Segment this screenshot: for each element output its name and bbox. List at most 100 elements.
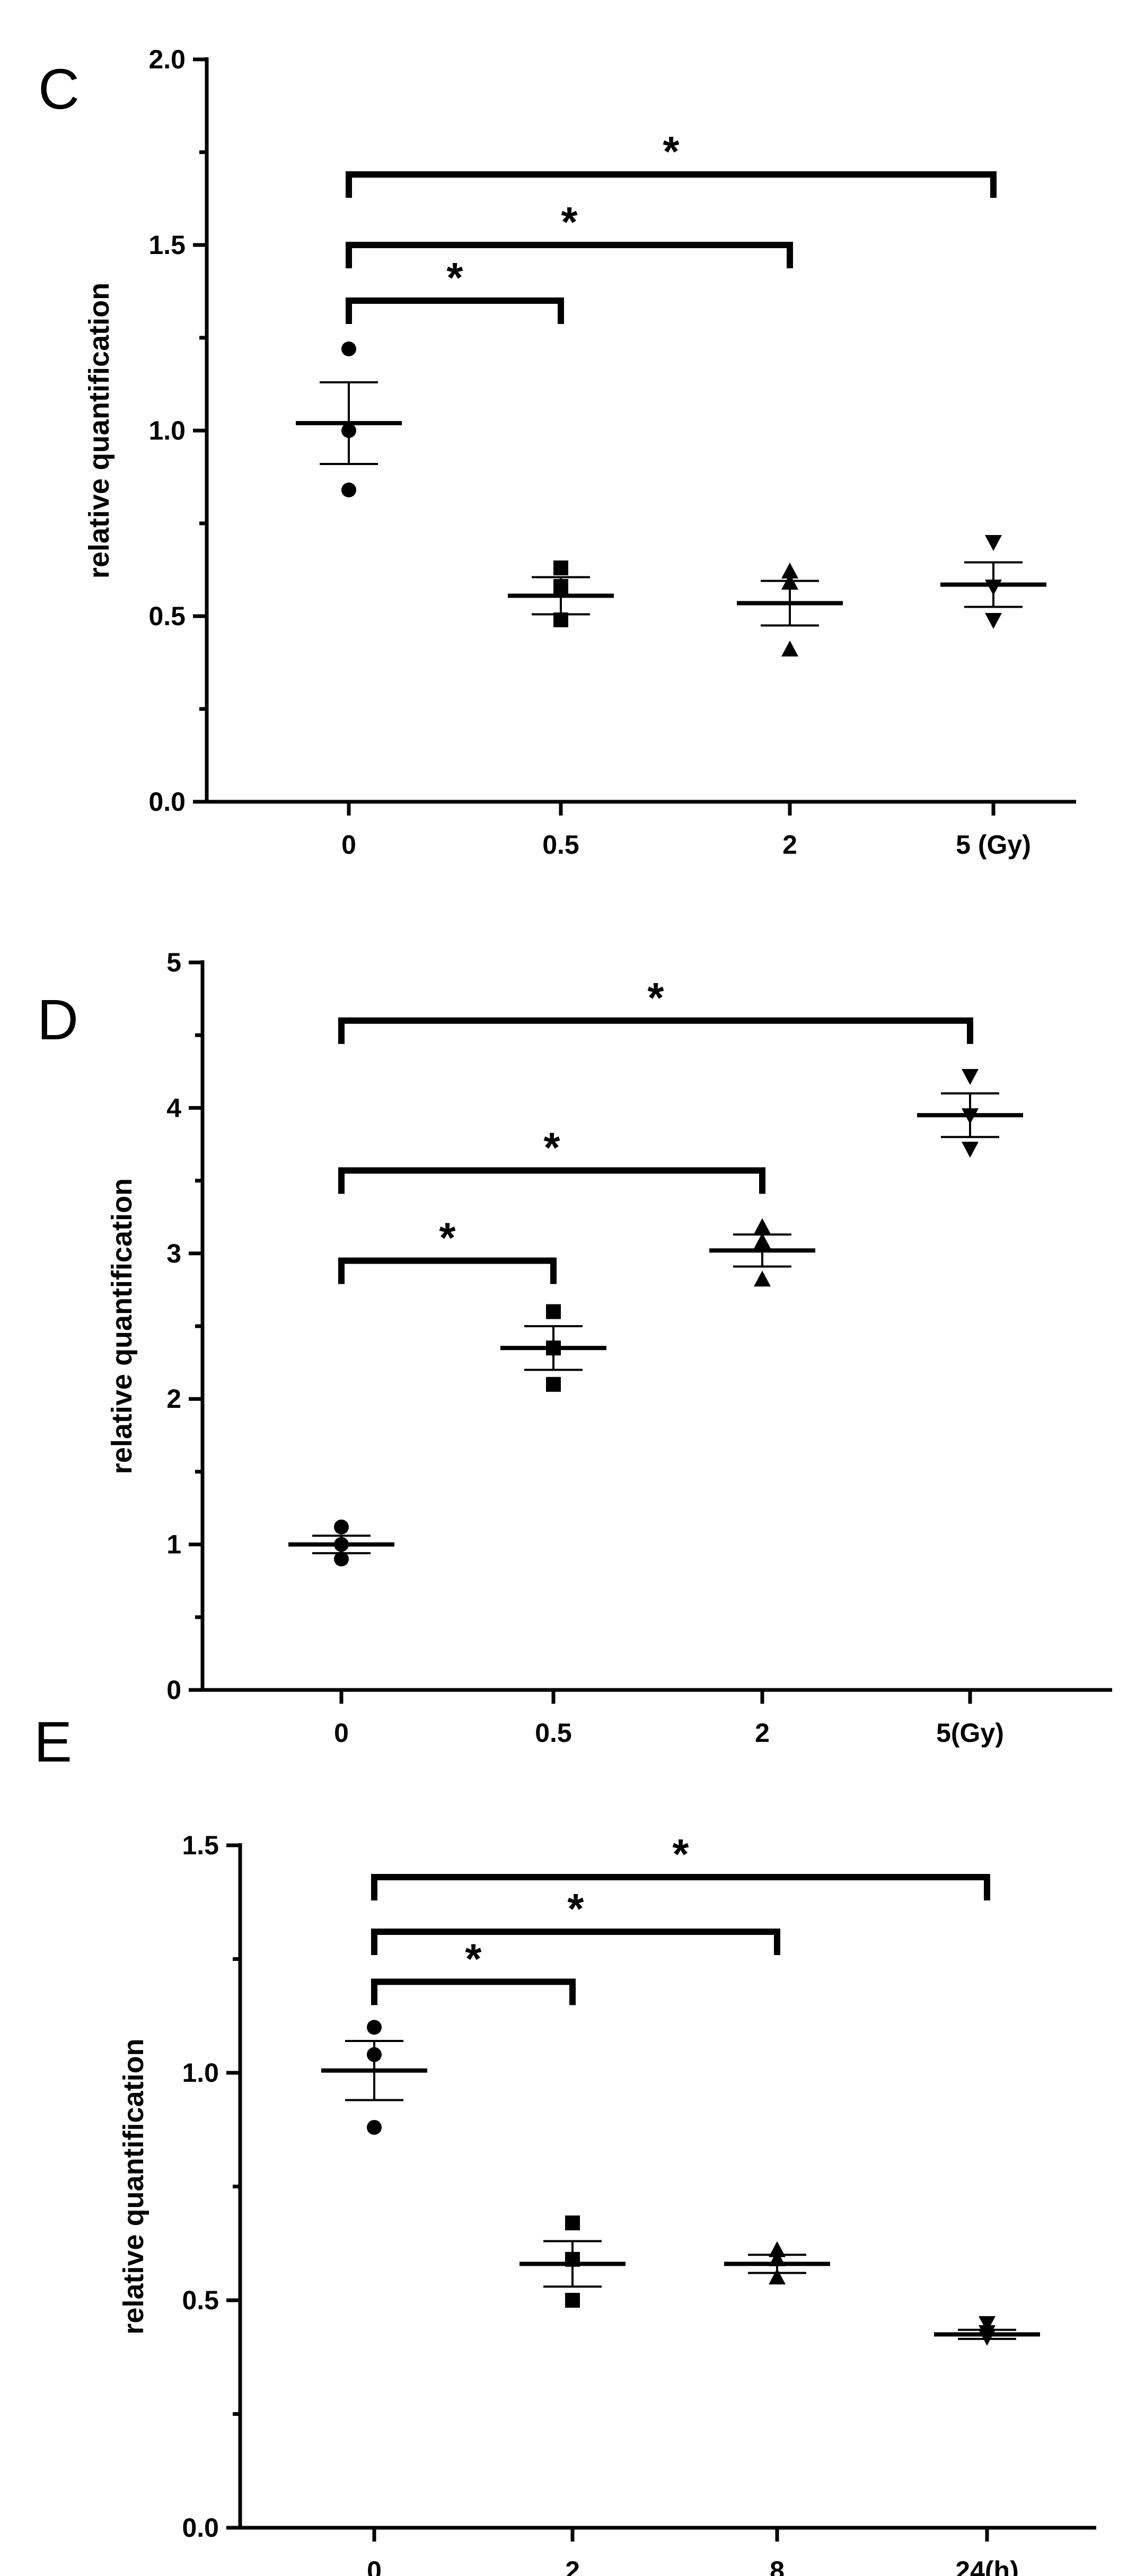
data-point (781, 574, 798, 590)
x-tick-label: 0 (334, 1718, 349, 1748)
bracket-line (346, 242, 793, 268)
data-point (553, 579, 568, 594)
data-point (367, 2119, 382, 2135)
data-point (769, 2250, 786, 2266)
chart-panel-e: E 0.0 0.5 1.0 1.5 relative quantification 0 2 8 2… (34, 1710, 1096, 2576)
significance-star: * (672, 1830, 689, 1878)
bracket-line (371, 1978, 576, 2005)
significance-star: * (465, 1935, 482, 1982)
data-point (985, 535, 1002, 551)
data-point (769, 2268, 786, 2285)
x-tick-label: 0 (367, 2556, 382, 2576)
data-point (367, 2020, 382, 2035)
y-tick-label: 0.5 (148, 601, 186, 631)
data-point (546, 1304, 561, 1319)
data-point (781, 563, 798, 579)
data-point (341, 341, 356, 356)
bracket-line (338, 1167, 765, 1194)
series-3 (940, 535, 1046, 629)
data-point (334, 1519, 349, 1535)
data-point (769, 2241, 786, 2257)
data-point (985, 613, 1002, 629)
significance-star: * (439, 1214, 456, 1261)
x-tick-label: 0.5 (542, 830, 579, 860)
x-tick-label: 5(Gy) (936, 1718, 1004, 1748)
y-tick-label: 1.5 (182, 1830, 219, 1860)
y-tick-label: 2.0 (148, 45, 186, 74)
bracket-line (338, 1257, 557, 1284)
data-point (754, 1218, 771, 1234)
data-point (781, 641, 798, 656)
y-tick-label: 3 (166, 1239, 181, 1268)
series-1 (508, 560, 614, 627)
series-2 (724, 2241, 830, 2285)
significance-bracket: * (338, 1214, 557, 1284)
series-3 (917, 1069, 1023, 1158)
data-point (754, 1232, 771, 1249)
y-axis-title: relative quantification (83, 283, 115, 579)
series-2 (709, 1218, 815, 1287)
data-point (367, 2047, 382, 2062)
series-0 (296, 341, 402, 497)
y-axis-title: relative quantification (118, 2038, 149, 2334)
significance-star: * (663, 128, 680, 175)
data-point (341, 483, 356, 497)
significance-bracket: * (371, 1830, 990, 1901)
series-1 (519, 2215, 626, 2308)
y-tick-label: 0.0 (182, 2513, 219, 2543)
significance-star: * (543, 1124, 560, 1171)
data-point (546, 1377, 561, 1392)
y-tick-label: 4 (166, 1093, 181, 1123)
panel-letter: E (34, 1710, 72, 1774)
chart-panel-c: C 0.0 0.5 1.0 1.5 2.0 relative quantification 0… (38, 45, 1076, 860)
y-tick-label: 0 (166, 1675, 181, 1705)
panel-letter: D (37, 987, 78, 1052)
x-tick-label: 8 (770, 2556, 785, 2576)
data-point (565, 2293, 580, 2308)
bracket-line (371, 1874, 990, 1901)
data-point (553, 560, 568, 575)
panel-letter: C (38, 57, 80, 121)
bracket-line (346, 297, 564, 324)
data-point (979, 2316, 996, 2332)
significance-bracket: * (371, 1935, 576, 2005)
y-tick-label: 1.0 (148, 416, 186, 445)
data-point (565, 2215, 580, 2231)
x-tick-label: 0.5 (535, 1718, 572, 1748)
x-tick-label: 24(h) (955, 2556, 1018, 2576)
significance-star: * (567, 1885, 584, 1932)
series-2 (737, 563, 843, 656)
x-tick-label: 2 (755, 1718, 770, 1748)
chart-panel-d: D 0 1 2 3 4 5 relative quantification 0 0.5 2 5(Gy)… (37, 948, 1112, 1748)
series-0 (288, 1519, 394, 1567)
significance-bracket: * (371, 1885, 780, 1956)
data-point (334, 1537, 349, 1552)
y-tick-label: 1 (166, 1530, 181, 1559)
bracket-line (346, 171, 997, 198)
data-point (334, 1552, 349, 1567)
series-0 (321, 2020, 427, 2135)
significance-bracket: * (346, 128, 997, 198)
data-point (979, 2329, 996, 2346)
significance-bracket: * (346, 198, 793, 268)
series-1 (500, 1304, 606, 1392)
data-point (754, 1271, 771, 1287)
bracket-line (371, 1929, 780, 1956)
data-point (985, 580, 1002, 595)
data-point (962, 1142, 979, 1158)
y-tick-label: 1.5 (148, 230, 186, 260)
series-3 (934, 2316, 1040, 2346)
data-point (553, 612, 568, 627)
bracket-line (338, 1017, 973, 1044)
significance-bracket: * (338, 974, 973, 1044)
x-tick-label: 0 (341, 830, 356, 860)
data-point (341, 423, 356, 438)
y-tick-label: 0.5 (182, 2285, 219, 2315)
significance-bracket: * (346, 254, 564, 324)
y-tick-label: 1.0 (182, 2058, 219, 2088)
data-point (546, 1340, 561, 1356)
data-point (962, 1069, 979, 1085)
x-tick-label: 2 (782, 830, 797, 860)
x-tick-label: 2 (565, 2556, 580, 2576)
